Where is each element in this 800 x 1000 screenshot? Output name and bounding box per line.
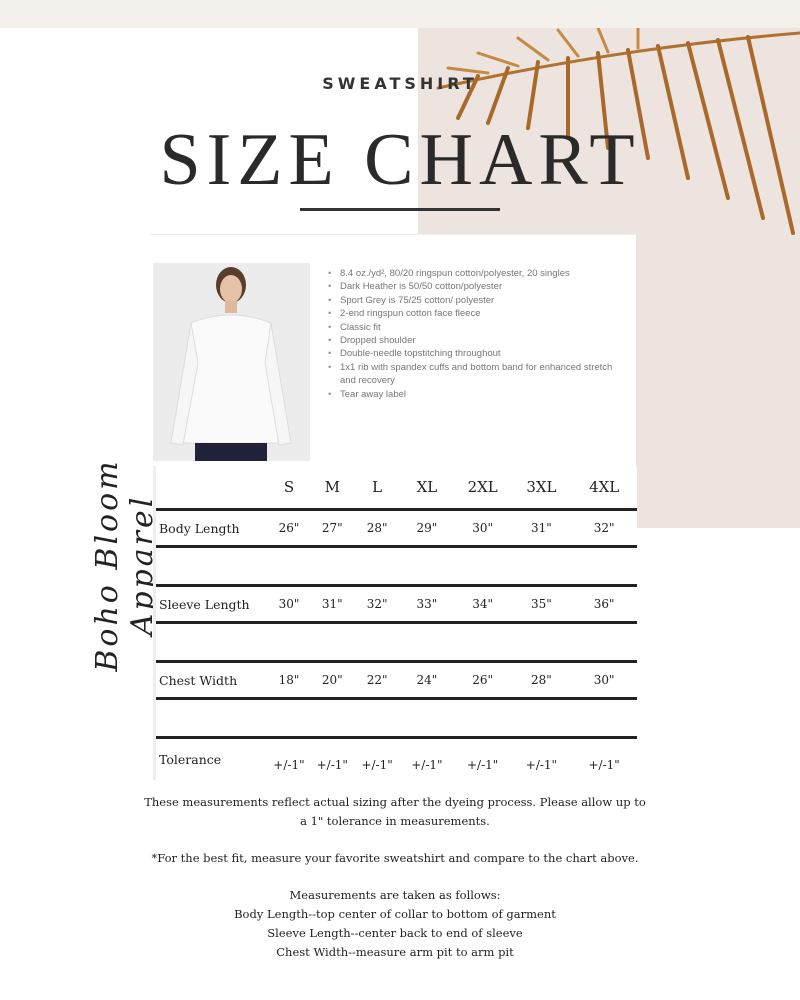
size-header: 4XL [589,478,620,496]
table-row: Tolerance +/-1" +/-1" +/-1" +/-1" +/-1" +/-1" +… [156,739,637,780]
feature-item: Tear away label [328,388,628,402]
cell-value: 32" [366,597,388,611]
page-title: SIZE CHART [159,119,641,201]
table-row: Body Length 26" 27" 28" 29" 30" 31" 32" [156,511,637,548]
cell-value: 30" [472,521,494,535]
size-header: L [372,478,383,496]
note-sleeve-length: Sleeve Length--center back to end of sle… [267,926,523,940]
eyebrow-label: SWEATSHIRT [322,74,478,93]
cell-value: 33" [416,597,438,611]
cell-value: 20" [321,673,343,687]
note-body-length: Body Length--top center of collar to bot… [234,907,556,921]
cell-value: 22" [366,673,388,687]
feature-item: Dropped shoulder [328,334,628,348]
cell-value: 18" [278,673,300,687]
cell-value: +/-1" [525,757,558,772]
feature-item: 2-end ringspun cotton face fleece [328,307,628,321]
size-header: S [283,478,295,496]
table-row: Sleeve Length 30" 31" 32" 33" 34" 35" 36" [156,587,637,624]
note-tolerance: These measurements reflect actual sizing… [144,795,646,828]
palm-leaf-image [436,28,800,235]
spacer-row [156,700,637,739]
cell-value: +/-1" [467,757,499,772]
spacer-row [156,624,637,663]
cell-value: +/-1" [361,757,393,772]
row-label: Body Length [159,520,240,536]
cell-value: +/-1" [273,757,305,772]
cell-value: 35" [531,597,552,611]
cell-value: 26" [472,673,494,687]
feature-item: Sport Grey is 75/25 cotton/ polyester [328,294,628,308]
cell-value: 26" [278,521,300,535]
feature-item: 8.4 oz./yd², 80/20 ringspun cotton/polye… [328,267,628,281]
product-info: 8.4 oz./yd², 80/20 ringspun cotton/polye… [150,234,637,466]
brand-signature: Boho Bloom Apparel [90,458,160,672]
cell-value: 29" [416,521,438,535]
product-photo [153,263,310,461]
top-band [0,0,800,28]
size-table: S M L XL 2XL 3XL 4XL Body Length 26" 27" 28" 29" 30"… [153,466,637,780]
cell-value: 31" [531,521,552,535]
row-label: Sleeve Length [159,596,250,612]
spacer-row [156,548,637,587]
row-label: Tolerance [159,752,222,767]
feature-item: Dark Heather is 50/50 cotton/polyester [328,280,628,294]
cell-value: 28" [531,673,552,687]
size-header: 2XL [467,478,498,496]
title-underline [300,208,500,211]
notes: These measurements reflect actual sizing… [140,793,650,962]
cell-value: +/-1" [588,757,620,772]
size-header: 3XL [526,478,557,496]
cell-value: 28" [366,521,388,535]
cell-value: 30" [593,673,615,687]
cell-value: 31" [321,597,343,611]
feature-item: Classic fit [328,321,628,335]
cell-value: 24" [416,673,438,687]
table-header: S M L XL 2XL 3XL 4XL [156,466,637,511]
note-fit: *For the best fit, measure your favorite… [151,851,639,865]
cell-value: +/-1" [316,757,348,772]
note-measure-heading: Measurements are taken as follows: [289,888,501,902]
cell-value: +/-1" [411,757,443,772]
cell-value: 27" [321,521,343,535]
feature-list: 8.4 oz./yd², 80/20 ringspun cotton/polye… [328,267,628,401]
cell-value: 32" [593,521,615,535]
cell-value: 30" [278,597,300,611]
table-row: Chest Width 18" 20" 22" 24" 26" 28" 30" [156,663,637,700]
feature-item: Double-needle topstitching throughout [328,347,628,361]
note-chest-width: Chest Width--measure arm pit to arm pit [276,945,514,959]
size-header: XL [416,478,438,496]
row-label: Chest Width [159,672,238,688]
size-header: M [324,478,340,496]
feature-item: 1x1 rib with spandex cuffs and bottom ba… [328,361,628,388]
cell-value: 34" [472,597,494,611]
cell-value: 36" [593,597,615,611]
